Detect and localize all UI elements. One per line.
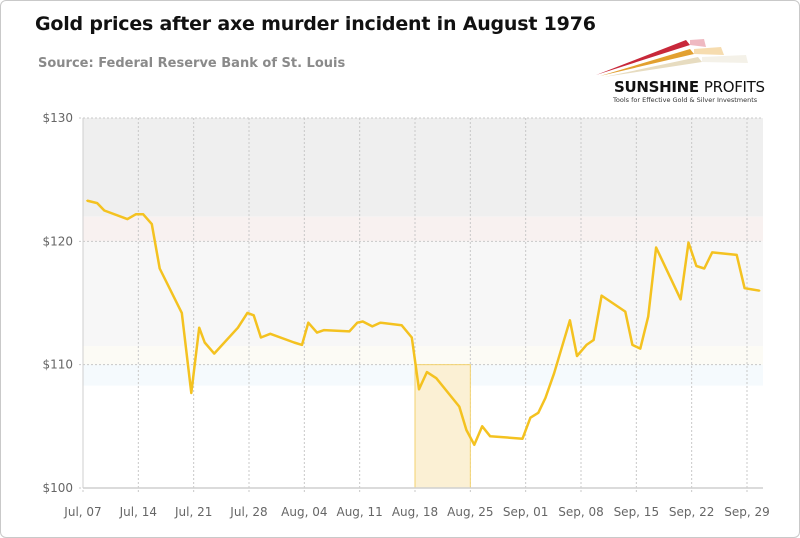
x-tick-label: Sep, 15 [614, 505, 660, 519]
x-tick-label: Sep, 29 [724, 505, 770, 519]
x-tick-label: Jul, 21 [174, 505, 212, 519]
logo-brand-bold: SUNSHINE [614, 78, 699, 96]
data-point [458, 405, 461, 408]
y-tick-label: $100 [42, 481, 73, 495]
data-point [379, 321, 382, 324]
x-tick-label: Jul, 28 [229, 505, 267, 519]
data-point [481, 425, 483, 428]
data-point [198, 326, 200, 329]
x-tick-label: Jul, 07 [63, 505, 101, 519]
background-band [83, 216, 763, 242]
data-point [624, 310, 627, 313]
data-point [647, 315, 649, 318]
data-point [316, 331, 318, 334]
data-point [356, 321, 359, 324]
data-point [544, 397, 547, 399]
data-point [400, 324, 403, 327]
data-point [592, 339, 595, 341]
data-point [553, 372, 555, 375]
data-point [237, 326, 239, 329]
highlight-box [414, 364, 471, 489]
data-point [631, 344, 634, 346]
data-point [371, 325, 374, 328]
logo-tagline: Tools for Effective Gold & Silver Invest… [613, 96, 758, 104]
data-point [181, 312, 183, 314]
data-point [126, 218, 129, 220]
x-tick-label: Sep, 22 [669, 505, 715, 519]
data-point [435, 377, 438, 380]
y-tick-label: $120 [42, 234, 73, 248]
data-point [735, 254, 738, 256]
data-point [190, 392, 193, 394]
logo-brand: SUNSHINE PROFITS [614, 78, 765, 96]
background-band [83, 118, 763, 217]
data-point [679, 298, 682, 301]
data-point [711, 251, 714, 254]
data-point [750, 288, 753, 291]
data-point [135, 213, 137, 215]
data-point [418, 388, 420, 391]
data-point [203, 341, 206, 344]
data-point [529, 416, 532, 419]
data-point [639, 347, 642, 350]
x-tick-label: Aug, 18 [392, 505, 438, 519]
data-point [142, 213, 144, 215]
data-point [426, 371, 428, 373]
data-point [585, 344, 588, 346]
x-tick-label: Aug, 04 [281, 505, 327, 519]
data-point [576, 355, 578, 357]
data-point [537, 411, 540, 414]
data-point [293, 341, 295, 344]
data-point [695, 265, 698, 267]
x-tick-label: Sep, 01 [503, 505, 549, 519]
data-point [743, 287, 746, 290]
data-point [260, 336, 262, 339]
y-tick-label: $110 [42, 358, 73, 372]
data-point [252, 314, 255, 317]
data-point [301, 344, 303, 346]
x-tick-label: Sep, 08 [558, 505, 604, 519]
data-point [362, 320, 364, 323]
data-point [655, 246, 657, 249]
data-point [213, 352, 216, 355]
data-point [411, 336, 413, 339]
sunshine-profits-logo-icon [596, 39, 748, 77]
data-point [246, 312, 249, 314]
x-tick-label: Aug, 11 [336, 505, 382, 519]
data-point [489, 435, 491, 438]
chart-subtitle: Source: Federal Reserve Bank of St. Loui… [38, 56, 346, 71]
data-point [96, 202, 99, 204]
data-point [150, 223, 153, 225]
x-tick-label: Jul, 14 [119, 505, 157, 519]
logo-brand-light: PROFITS [703, 78, 765, 96]
data-point [158, 267, 161, 270]
gold-price-line [86, 199, 760, 447]
data-point [323, 329, 325, 331]
data-point [569, 319, 571, 322]
data-point [86, 199, 88, 202]
data-point [758, 289, 761, 292]
data-point [600, 294, 603, 297]
data-point [307, 321, 310, 324]
data-point [521, 437, 524, 440]
x-tick-label: Aug, 25 [447, 505, 493, 519]
data-point [687, 241, 690, 244]
data-point [465, 429, 468, 431]
data-point [703, 267, 706, 270]
data-point [348, 330, 351, 333]
y-tick-label: $130 [42, 111, 73, 125]
data-point [269, 333, 272, 335]
chart-title: Gold prices after axe murder incident in… [35, 13, 596, 35]
data-point [103, 209, 106, 212]
data-point [473, 444, 476, 446]
background-band [83, 346, 763, 365]
